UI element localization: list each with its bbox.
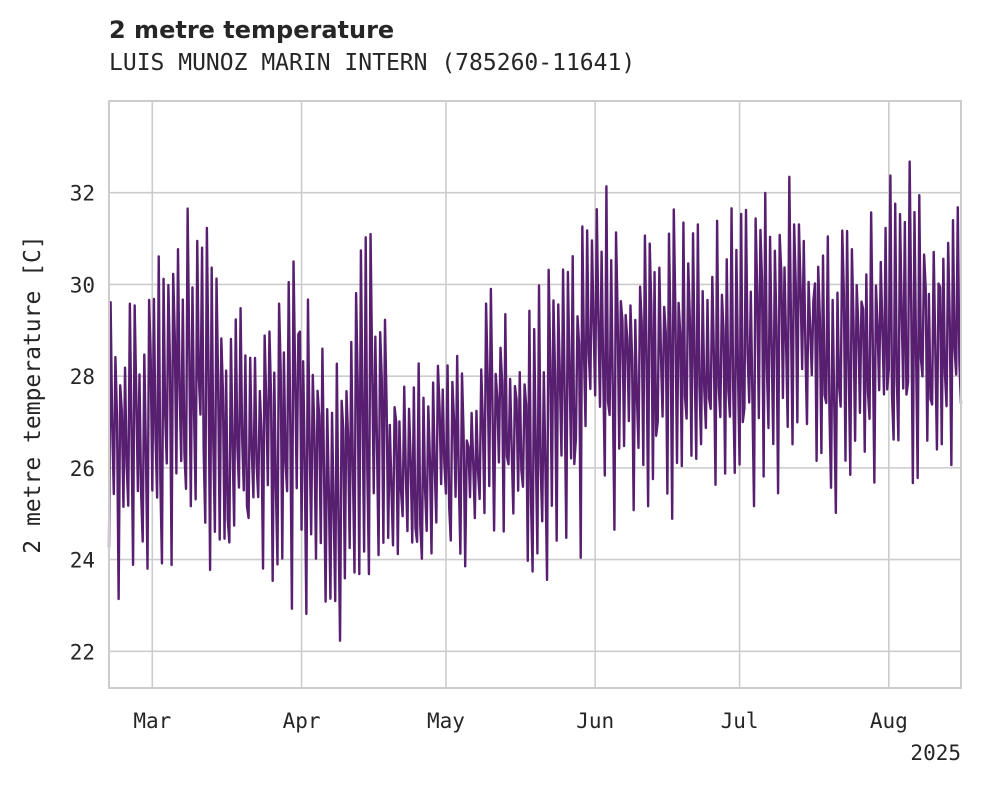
y-tick-labels: 22 24 26 28 30 32 — [70, 182, 95, 665]
y-tick-label: 24 — [70, 549, 95, 573]
x-tick-label: Jun — [576, 709, 614, 733]
y-tick-label: 32 — [70, 182, 95, 206]
temperature-series-line — [107, 160, 963, 642]
x-tick-label: Apr — [283, 709, 321, 733]
x-tick-label: May — [427, 709, 465, 733]
x-tick-label: Aug — [870, 709, 908, 733]
x-tick-label: Jul — [721, 709, 759, 733]
series-layer — [107, 160, 963, 642]
x-tick-label: Mar — [133, 709, 171, 733]
y-tick-label: 22 — [70, 640, 95, 664]
chart-title: 2 metre temperature — [109, 16, 395, 44]
y-tick-label: 30 — [70, 273, 95, 297]
y-tick-label: 26 — [70, 457, 95, 481]
chart-subtitle: LUIS MUNOZ MARIN INTERN (785260-11641) — [109, 50, 636, 76]
x-tick-labels: Mar Apr May Jun Jul Aug — [133, 709, 907, 733]
y-tick-label: 28 — [70, 365, 95, 389]
x-axis-year-label: 2025 — [910, 741, 961, 765]
plot-frame — [108, 100, 962, 689]
y-axis-label: 2 metre temperature [C] — [20, 235, 46, 554]
